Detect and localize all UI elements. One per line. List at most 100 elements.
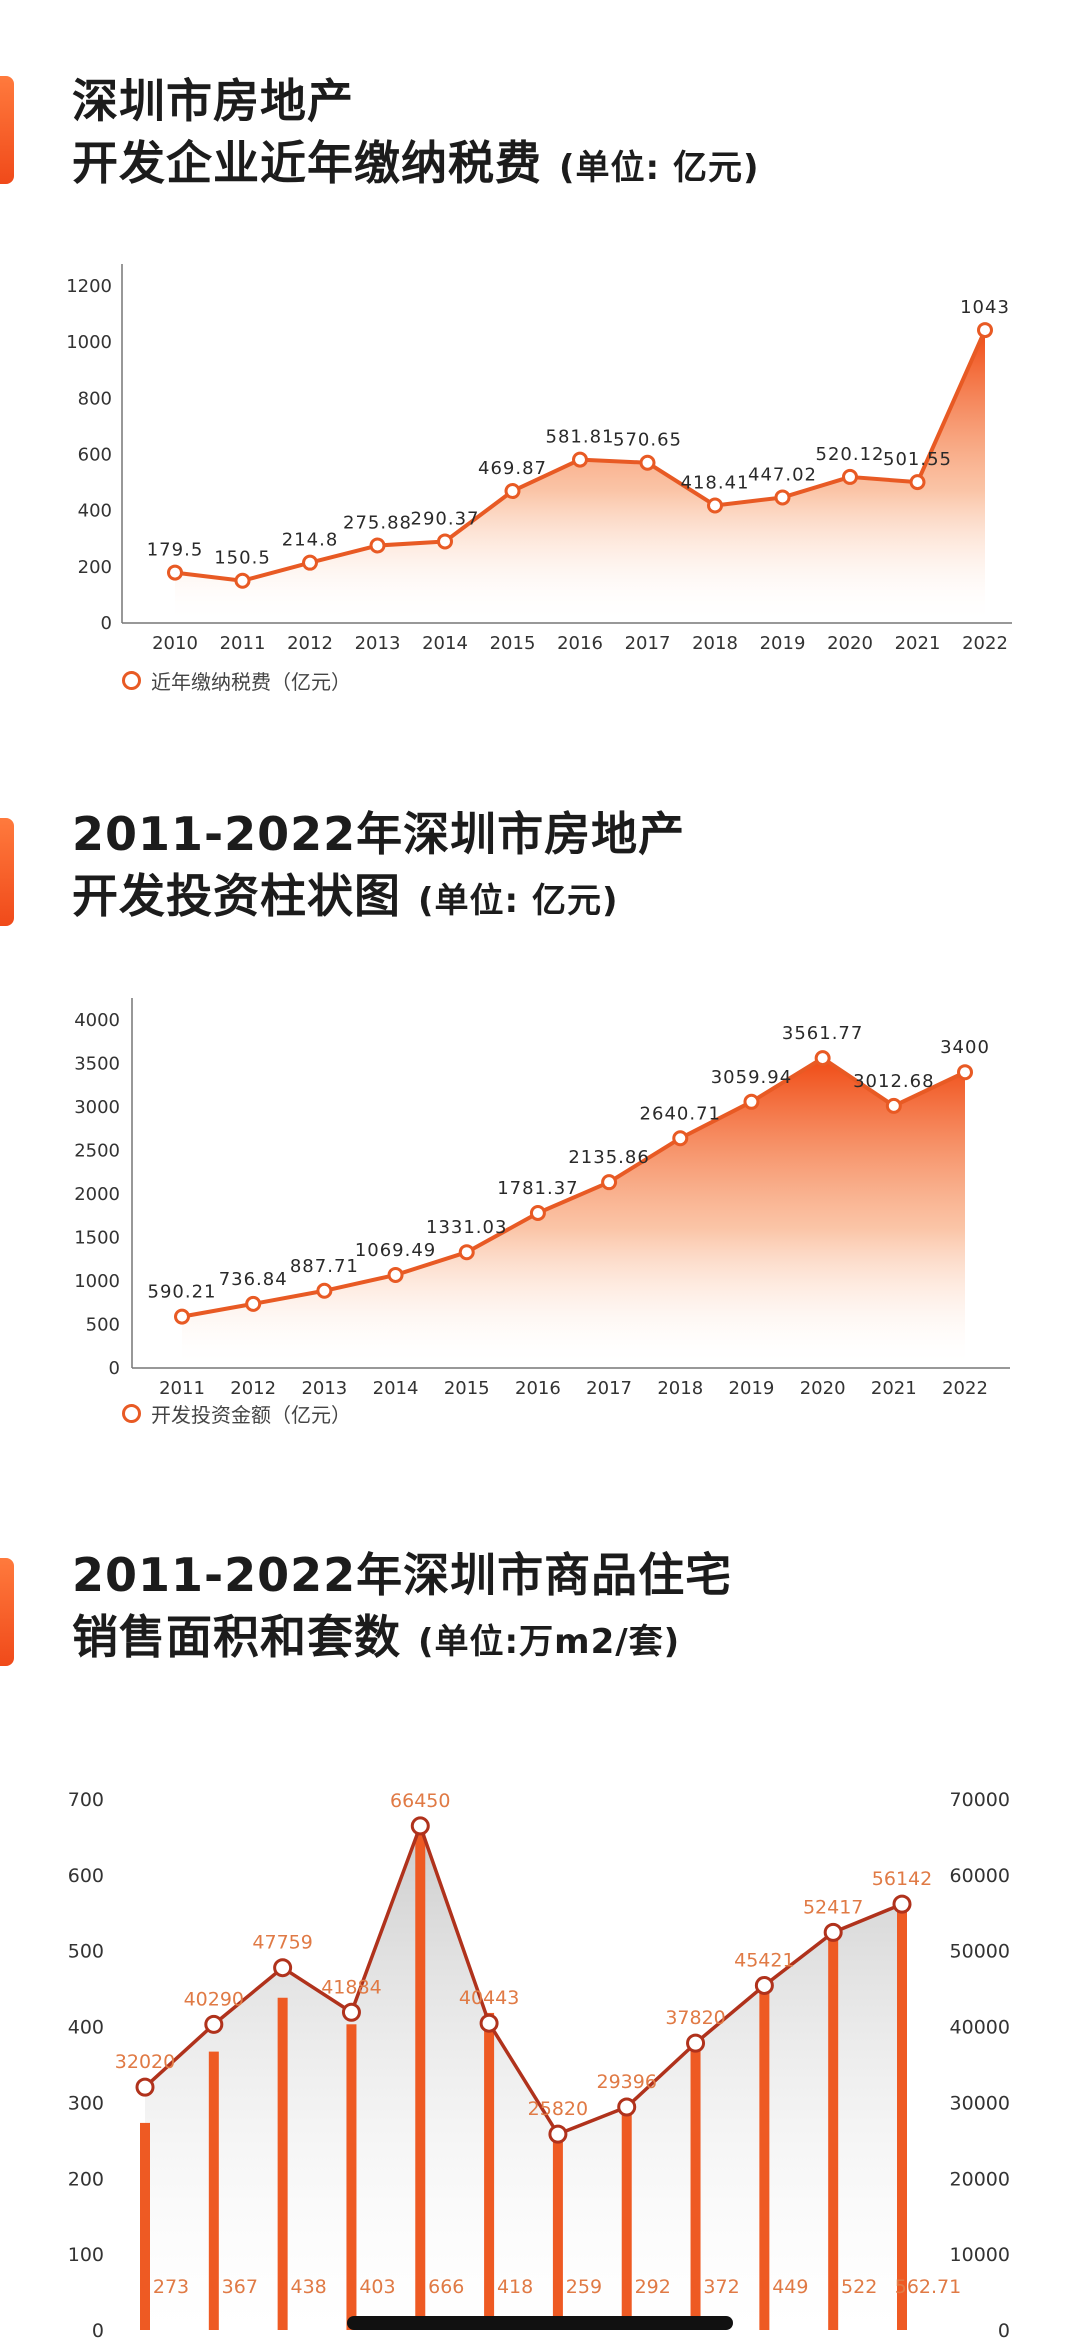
data-point (957, 1064, 973, 1081)
x-tick-label: 2019 (729, 1378, 775, 1399)
units-point (341, 2002, 361, 2022)
section-title-sales: 2011-2022年深圳市商品住宅 销售面积和套数 (单位:万m2/套) (72, 1544, 732, 1673)
area-data-label: 449 (772, 2276, 808, 2298)
y-right-tick-label: 70000 (950, 1789, 1010, 1811)
y-left-tick-label: 100 (68, 2244, 104, 2266)
y-tick-label: 3500 (74, 1054, 120, 1075)
y-right-tick-label: 50000 (950, 1941, 1010, 1963)
title-unit: (单位:万m2/套) (418, 1622, 681, 1662)
section-accent-bar (0, 818, 14, 926)
x-tick-label: 2015 (490, 633, 536, 654)
data-point (601, 1174, 618, 1191)
section-accent-bar (0, 76, 14, 184)
data-point (977, 322, 993, 339)
data-point (167, 564, 183, 581)
data-label: 150.5 (214, 548, 271, 569)
y-tick-label: 2500 (74, 1141, 120, 1162)
data-label: 275.88 (343, 513, 412, 534)
title-unit: (单位: 亿元) (559, 148, 760, 188)
data-label: 590.21 (148, 1282, 217, 1303)
data-point (842, 468, 858, 485)
data-point (672, 1130, 689, 1147)
x-tick-label: 2011 (220, 633, 266, 654)
area-data-label: 372 (703, 2276, 739, 2298)
x-tick-label: 2014 (422, 633, 468, 654)
data-label: 1069.49 (355, 1240, 436, 1261)
data-label: 501.55 (883, 449, 952, 470)
units-data-label: 32020 (115, 2051, 175, 2073)
data-label: 1331.03 (426, 1217, 507, 1238)
units-point (479, 2013, 499, 2033)
units-point (823, 1922, 843, 1942)
sales-area-bar (552, 2133, 563, 2330)
title-line-2: 开发投资柱状图 (72, 869, 401, 923)
y-right-tick-label: 0 (998, 2320, 1010, 2339)
data-label: 3561.77 (782, 1023, 863, 1044)
data-label: 214.8 (282, 530, 339, 551)
x-tick-label: 2016 (515, 1378, 561, 1399)
data-point (174, 1308, 190, 1325)
y-right-tick-label: 20000 (950, 2168, 1010, 2190)
data-label: 1781.37 (497, 1178, 578, 1199)
x-tick-label: 2015 (444, 1378, 490, 1399)
data-label: 179.5 (147, 540, 204, 561)
sales-area-bar (897, 1903, 907, 2330)
area-data-label: 259 (566, 2276, 602, 2298)
x-tick-label: 2013 (301, 1378, 347, 1399)
y-left-tick-label: 400 (68, 2017, 104, 2039)
section-title-tax: 深圳市房地产 开发企业近年缴纳税费 (单位: 亿元) (72, 70, 760, 199)
y-left-tick-label: 300 (68, 2092, 104, 2114)
y-tick-label: 0 (109, 1358, 120, 1379)
data-point (234, 572, 251, 589)
x-tick-label: 2017 (625, 633, 671, 654)
data-label: 2640.71 (640, 1103, 721, 1124)
units-point (548, 2124, 568, 2144)
units-point (135, 2077, 155, 2097)
y-tick-label: 2000 (74, 1184, 120, 1205)
units-data-label: 25820 (528, 2098, 588, 2120)
data-point (572, 451, 588, 468)
area-fill (182, 1058, 965, 1368)
section-accent-bar (0, 1558, 14, 1666)
data-label: 887.71 (290, 1256, 359, 1277)
x-tick-label: 2014 (373, 1378, 419, 1399)
area-data-label: 418 (497, 2276, 533, 2298)
x-tick-label: 2019 (760, 633, 806, 654)
y-tick-label: 3000 (74, 1097, 120, 1118)
y-left-tick-label: 700 (68, 1789, 104, 1811)
data-label: 447.02 (748, 464, 817, 485)
data-point (909, 474, 926, 491)
units-data-label: 37820 (665, 2007, 725, 2029)
sales-area-bar (415, 1824, 426, 2330)
data-point (302, 554, 318, 571)
area-data-label: 292 (635, 2276, 671, 2298)
title-line-1: 深圳市房地产 (72, 74, 354, 128)
units-data-label: 56142 (872, 1868, 932, 1890)
legend-circle-icon (122, 671, 141, 690)
x-tick-label: 2021 (871, 1378, 917, 1399)
sales-chart: 0 100 200 300 400 500 600 700 0 10000 20000 30000 40… (68, 1789, 1010, 2339)
data-label: 3012.68 (853, 1071, 934, 1092)
x-tick-label: 2020 (800, 1378, 846, 1399)
sales-area-bar (484, 2012, 495, 2330)
data-point (369, 537, 386, 554)
units-data-label: 45421 (734, 1949, 794, 1971)
data-label: 570.65 (613, 430, 682, 451)
sales-area-bar (759, 1989, 770, 2330)
y-right-tick-label: 10000 (950, 2244, 1010, 2266)
y-tick-label: 500 (86, 1315, 120, 1336)
title-line-2: 销售面积和套数 (72, 1610, 401, 1664)
line-area-fill (145, 1825, 902, 2330)
data-label: 418.41 (681, 472, 750, 493)
x-tick-label: 2022 (962, 633, 1008, 654)
investment-chart-legend: 开发投资金额（亿元） (122, 1399, 351, 1428)
x-tick-label: 2021 (895, 633, 941, 654)
y-tick-label: 200 (78, 557, 112, 578)
y-right-tick-label: 40000 (950, 2017, 1010, 2039)
data-point (639, 454, 656, 471)
home-indicator[interactable] (347, 2316, 733, 2330)
x-tick-label: 2012 (230, 1378, 276, 1399)
y-tick-label: 0 (101, 613, 112, 634)
title-line-1: 2011-2022年深圳市房地产 (72, 807, 686, 861)
x-tick-label: 2016 (557, 633, 603, 654)
